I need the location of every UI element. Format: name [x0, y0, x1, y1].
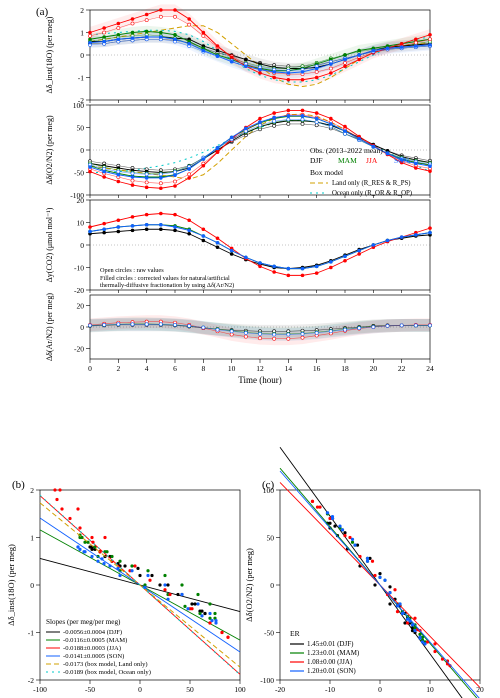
svg-text:50: 50: [267, 534, 275, 543]
svg-text:-0.0116±0.0005 (MAM): -0.0116±0.0005 (MAM): [63, 637, 127, 644]
svg-text:Filled circles : corrected val: Filled circles : corrected values for na…: [100, 275, 230, 282]
svg-text:-20: -20: [74, 344, 84, 353]
svg-text:100: 100: [234, 685, 246, 694]
svg-text:100: 100: [263, 486, 275, 495]
svg-text:-20: -20: [275, 685, 285, 694]
svg-text:0: 0: [80, 51, 84, 60]
svg-text:DJF: DJF: [310, 156, 323, 165]
svg-text:10: 10: [77, 219, 85, 228]
svg-text:-10: -10: [74, 264, 84, 273]
svg-text:MAM: MAM: [338, 156, 357, 165]
svg-text:100: 100: [73, 101, 85, 110]
svg-text:-0.0056±0.0004 (DJF): -0.0056±0.0004 (DJF): [63, 629, 122, 636]
svg-text:20: 20: [476, 685, 484, 694]
svg-text:1.20±0.01 (SON): 1.20±0.01 (SON): [307, 667, 356, 675]
svg-text:1: 1: [30, 534, 34, 543]
svg-text:0: 0: [138, 685, 142, 694]
svg-text:-50: -50: [74, 169, 84, 178]
svg-text:Δδ_inst(18O) (per meg): Δδ_inst(18O) (per meg): [45, 16, 54, 93]
svg-text:-10: -10: [325, 685, 335, 694]
svg-text:-0.0173 (box model, Land only): -0.0173 (box model, Land only): [63, 661, 148, 668]
svg-text:2: 2: [80, 6, 84, 15]
svg-text:Δδ(O2/N2) (per meg): Δδ(O2/N2) (per meg): [244, 548, 254, 622]
svg-text:Box model: Box model: [310, 168, 343, 177]
svg-text:10: 10: [228, 364, 236, 373]
svg-text:(b): (b): [12, 479, 25, 491]
svg-text:0: 0: [80, 241, 84, 250]
svg-text:Ocean only (R_OR & R_OP): Ocean only (R_OR & R_OP): [332, 190, 412, 197]
svg-text:50: 50: [77, 124, 85, 133]
svg-text:1.23±0.01 (MAM): 1.23±0.01 (MAM): [307, 649, 360, 657]
svg-text:-1: -1: [28, 629, 34, 638]
svg-text:24: 24: [426, 364, 434, 373]
svg-text:ER: ER: [290, 629, 300, 638]
svg-text:-20: -20: [74, 286, 84, 295]
svg-text:0: 0: [88, 364, 92, 373]
svg-text:Δδ(O2/N2) (per meg): Δδ(O2/N2) (per meg): [45, 115, 54, 185]
svg-text:6: 6: [173, 364, 177, 373]
svg-text:1.08±0.00 (JJA): 1.08±0.00 (JJA): [307, 658, 353, 666]
svg-text:-0.0141±0.0005 (SON): -0.0141±0.0005 (SON): [63, 653, 124, 660]
svg-text:0: 0: [270, 581, 274, 590]
svg-text:50: 50: [186, 685, 194, 694]
svg-text:-100: -100: [33, 685, 47, 694]
svg-text:10: 10: [426, 685, 434, 694]
svg-text:-50: -50: [264, 629, 274, 638]
svg-text:Open circles : raw values: Open circles : raw values: [100, 267, 164, 274]
svg-text:12: 12: [256, 364, 264, 373]
svg-text:Δδ_inst(18O) (per meg): Δδ_inst(18O) (per meg): [6, 544, 16, 626]
svg-text:Slopes (per meg/per meg): Slopes (per meg/per meg): [46, 618, 121, 626]
svg-text:Land only (R_RES & R_PS): Land only (R_RES & R_PS): [332, 180, 411, 187]
svg-text:22: 22: [398, 364, 406, 373]
svg-text:Time (hour): Time (hour): [238, 375, 281, 385]
svg-text:0: 0: [30, 581, 34, 590]
svg-text:20: 20: [77, 302, 85, 311]
svg-text:(a): (a): [36, 6, 49, 18]
svg-text:SON: SON: [394, 156, 410, 165]
svg-canvas: (a)-2-1012Δδ_inst(18O) (per meg)-100-500…: [0, 0, 500, 698]
svg-text:JJA: JJA: [366, 156, 378, 165]
svg-text:2: 2: [116, 364, 120, 373]
svg-text:-50: -50: [85, 685, 95, 694]
svg-text:1.45±0.01 (DJF): 1.45±0.01 (DJF): [307, 640, 354, 648]
svg-text:1: 1: [80, 29, 84, 38]
svg-text:14: 14: [285, 364, 293, 373]
svg-text:0: 0: [378, 685, 382, 694]
figure-root: (a)-2-1012Δδ_inst(18O) (per meg)-100-500…: [0, 0, 500, 698]
svg-text:20: 20: [77, 196, 85, 205]
svg-text:thermally-diffusive fractionat: thermally-diffusive fractionation by usi…: [100, 282, 234, 289]
svg-text:2: 2: [30, 486, 34, 495]
svg-text:4: 4: [145, 364, 149, 373]
svg-text:18: 18: [341, 364, 349, 373]
svg-text:-0.0188±0.0003 (JJA): -0.0188±0.0003 (JJA): [63, 645, 121, 652]
svg-text:Δδ(Ar/N2) (per meg): Δδ(Ar/N2) (per meg): [45, 293, 54, 361]
svg-text:-1: -1: [78, 74, 84, 83]
svg-text:-0.0189 (box model, Ocean only: -0.0189 (box model, Ocean only): [63, 669, 151, 676]
svg-text:Obs. (2013–2022 mean): Obs. (2013–2022 mean): [310, 146, 383, 155]
svg-text:8: 8: [201, 364, 205, 373]
svg-text:20: 20: [370, 364, 378, 373]
svg-text:Δy(CO2) (μmol mol⁻¹): Δy(CO2) (μmol mol⁻¹): [45, 207, 54, 282]
svg-text:16: 16: [313, 364, 321, 373]
svg-text:-100: -100: [260, 676, 274, 685]
svg-text:-2: -2: [28, 676, 34, 685]
svg-text:0: 0: [80, 323, 84, 332]
svg-text:0: 0: [80, 146, 84, 155]
